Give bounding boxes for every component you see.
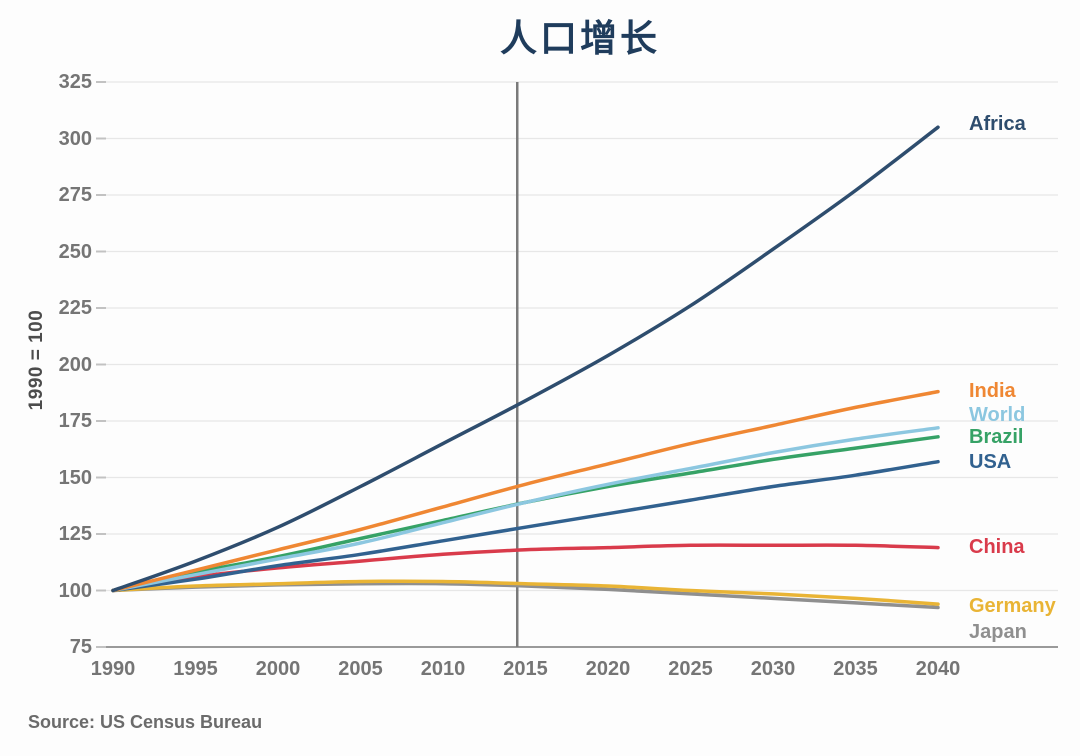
series-line-africa	[111, 125, 940, 593]
series-line-world	[111, 426, 940, 593]
x-tick-label-2030: 2030	[750, 658, 796, 680]
y-tick-label-75: 75	[69, 636, 92, 658]
series-line-india	[111, 389, 940, 593]
y-tick-label-100: 100	[58, 579, 92, 602]
y-tick-label-325: 325	[58, 71, 92, 93]
chart-title: 人口增长	[500, 18, 660, 59]
y-tick-label-225: 225	[58, 297, 92, 319]
y-tick-label-300: 300	[58, 127, 92, 150]
x-tick-label-2040: 2040	[915, 658, 961, 680]
series-line-usa	[111, 459, 940, 593]
x-tick-label-2000: 2000	[255, 658, 301, 680]
source-note: Source: US Census Bureau	[28, 712, 263, 732]
series-label-china: China	[969, 536, 1025, 558]
x-tick-label-1995: 1995	[173, 658, 218, 680]
x-tick-label-2015: 2015	[503, 658, 548, 680]
y-tick-label-275: 275	[58, 184, 92, 206]
series-label-india: India	[969, 380, 1016, 402]
series-label-brazil: Brazil	[969, 426, 1024, 448]
x-tick-label-2025: 2025	[668, 658, 713, 680]
series-label-africa: Africa	[969, 113, 1026, 135]
series-label-japan: Japan	[969, 621, 1027, 643]
x-tick-label-2035: 2035	[833, 658, 878, 680]
series-label-world: World	[969, 404, 1026, 426]
y-tick-label-200: 200	[58, 353, 92, 376]
y-tick-label-175: 175	[58, 410, 92, 432]
y-tick-label-125: 125	[58, 523, 92, 545]
x-tick-label-2005: 2005	[338, 658, 383, 680]
x-tick-label-2010: 2010	[420, 658, 466, 680]
y-tick-label-150: 150	[58, 466, 92, 489]
series-label-usa: USA	[969, 451, 1012, 473]
x-tick-label-2020: 2020	[585, 658, 631, 680]
series-line-germany	[111, 579, 940, 606]
x-tick-label-1990: 1990	[90, 658, 136, 680]
series-label-germany: Germany	[969, 595, 1056, 617]
y-tick-label-250: 250	[58, 240, 92, 263]
